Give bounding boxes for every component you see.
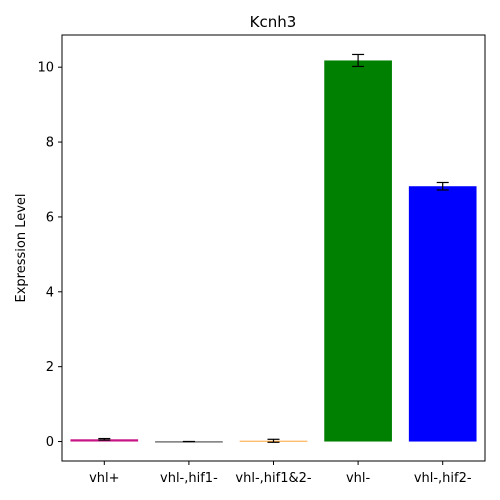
ticks-layer: vhl+ vhl-,hif1- vhl-,hif1&2- vhl-vhl-,hif2-… <box>37 61 471 486</box>
error-bar-3 <box>352 53 365 68</box>
bars-layer <box>70 60 477 443</box>
y-tick-label-1: 2 <box>46 360 54 375</box>
error-bar-2 <box>267 438 280 443</box>
y-axis-title: Expression Level <box>14 193 29 302</box>
errorbars-layer <box>98 53 449 443</box>
bar-4 <box>408 186 477 442</box>
error-bar-4 <box>436 181 449 191</box>
x-tick-label-4: vhl-,hif2- <box>414 471 472 486</box>
y-tick-label-5: 10 <box>37 61 54 76</box>
x-tick-label-2: vhl-,hif1&2- <box>235 471 311 486</box>
x-tick-label-1: vhl-,hif1- <box>160 471 218 486</box>
y-tick-label-2: 4 <box>46 285 54 300</box>
y-tick-label-0: 0 <box>46 435 54 450</box>
chart-title: Kcnh3 <box>250 13 297 31</box>
y-tick-label-4: 8 <box>46 136 54 151</box>
y-tick-label-3: 6 <box>46 210 54 225</box>
x-tick-label-0: vhl+ <box>89 471 119 486</box>
bar-3 <box>324 60 392 442</box>
x-tick-label-3: vhl- <box>346 471 371 486</box>
plot-frame <box>61 34 486 462</box>
error-bar-0 <box>98 437 111 441</box>
